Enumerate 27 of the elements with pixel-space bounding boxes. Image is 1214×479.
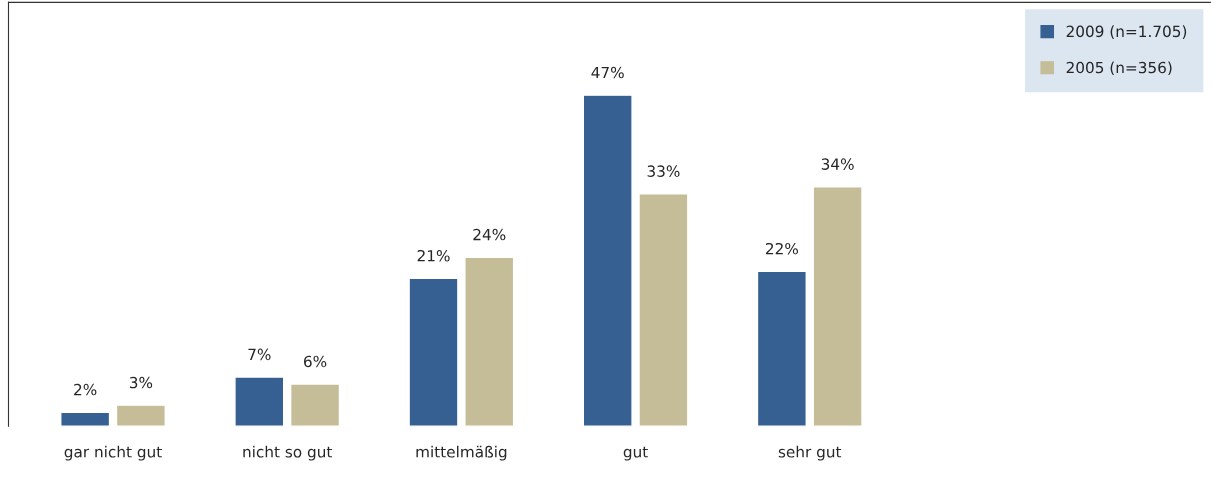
data-label: 7% [248, 348, 271, 361]
x-tick-label: sehr gut [778, 445, 842, 461]
bar [756, 270, 807, 427]
data-label: 47% [591, 66, 624, 79]
bar [582, 94, 633, 427]
x-tick-label: gar nicht gut [64, 445, 162, 461]
legend-label: 2005 (n=356) [1066, 61, 1172, 76]
bar [60, 411, 111, 427]
x-tick-label: mittelmäßig [416, 445, 507, 461]
data-label: 34% [821, 158, 854, 170]
data-label: 22% [766, 242, 798, 255]
data-label: 2% [74, 383, 97, 396]
bar [115, 404, 166, 427]
x-tick-label: nicht so gut [243, 445, 333, 461]
bar [464, 256, 515, 427]
bar [408, 277, 459, 427]
legend-label: 2009 (n=1.705) [1066, 25, 1187, 39]
data-label: 21% [417, 249, 450, 262]
bar [234, 376, 285, 427]
data-label: 33% [647, 165, 680, 177]
data-label: 6% [304, 355, 327, 368]
bar [812, 186, 863, 427]
data-label: 3% [129, 376, 153, 389]
bar [289, 383, 341, 427]
x-tick-label: gut [623, 446, 648, 461]
data-label: 24% [473, 228, 506, 241]
bar [638, 193, 689, 427]
